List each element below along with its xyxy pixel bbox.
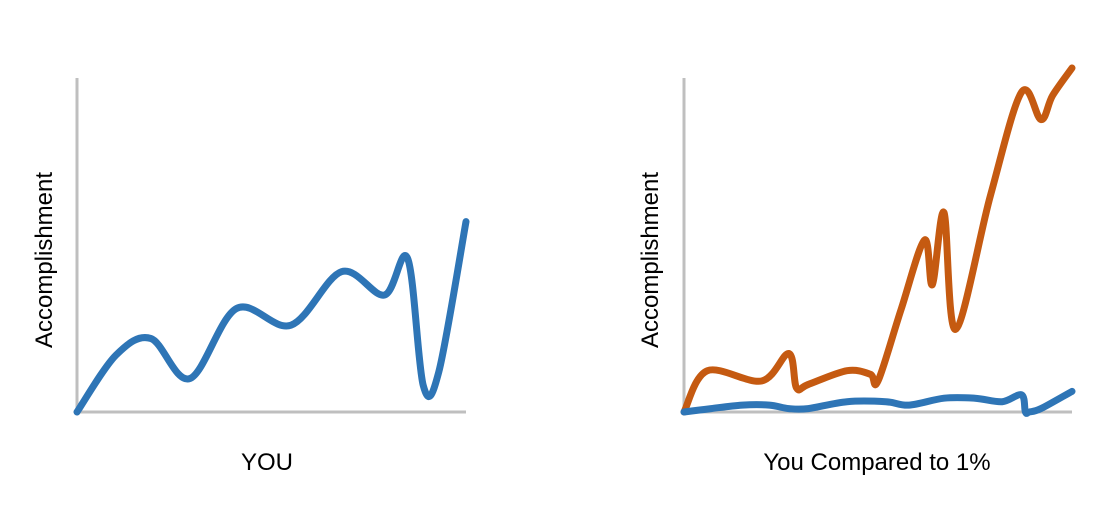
left-x-axis-label: YOU: [241, 449, 293, 476]
chart-0-series-line-0: [73, 218, 470, 416]
chart-1-series-line-0: [680, 64, 1076, 416]
right-chart: Accomplishment You Compared to 1%: [637, 64, 1076, 476]
left-y-axis-label: Accomplishment: [31, 172, 58, 348]
right-y-axis-label: Accomplishment: [637, 172, 664, 348]
right-x-axis-label: You Compared to 1%: [763, 449, 990, 476]
left-series-group: [73, 218, 470, 416]
right-series-group: [680, 64, 1076, 417]
chart-1-series-line-1: [680, 387, 1076, 417]
left-chart: Accomplishment YOU: [31, 78, 470, 476]
